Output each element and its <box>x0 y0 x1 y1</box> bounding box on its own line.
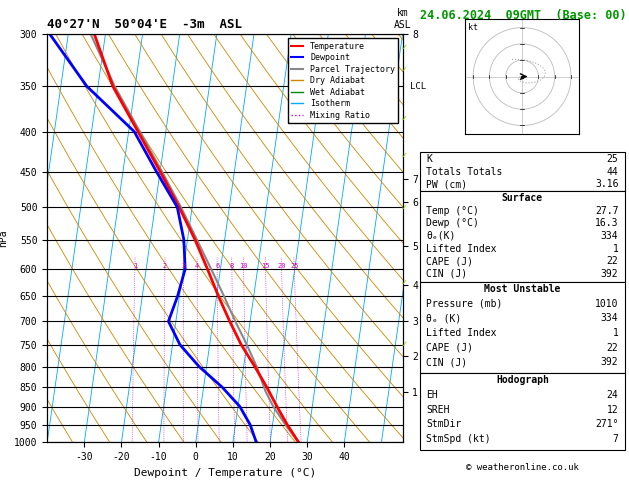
Text: 4: 4 <box>195 263 199 269</box>
Text: Mixing Ratio (g/kg): Mixing Ratio (g/kg) <box>523 187 532 289</box>
Text: EH: EH <box>426 390 438 400</box>
Text: 3: 3 <box>181 263 186 269</box>
Text: Lifted Index: Lifted Index <box>426 243 497 254</box>
Text: © weatheronline.co.uk: © weatheronline.co.uk <box>466 463 579 471</box>
Text: 40°27'N  50°04'E  -3m  ASL: 40°27'N 50°04'E -3m ASL <box>47 18 242 32</box>
Text: ✓: ✓ <box>401 340 408 349</box>
Text: Hodograph: Hodograph <box>496 375 549 385</box>
Text: 24: 24 <box>607 390 618 400</box>
Text: ✓: ✓ <box>401 203 408 212</box>
Text: CIN (J): CIN (J) <box>426 357 467 367</box>
Text: 2: 2 <box>163 263 167 269</box>
Text: 1: 1 <box>133 263 137 269</box>
Text: Most Unstable: Most Unstable <box>484 284 560 294</box>
Text: 16.3: 16.3 <box>595 218 618 228</box>
Text: Totals Totals: Totals Totals <box>426 167 503 177</box>
Text: kt: kt <box>469 23 479 32</box>
Text: ✓: ✓ <box>401 151 408 159</box>
Text: CAPE (J): CAPE (J) <box>426 343 473 353</box>
Text: CIN (J): CIN (J) <box>426 269 467 279</box>
Text: 15: 15 <box>261 263 270 269</box>
Bar <box>420 282 625 373</box>
Legend: Temperature, Dewpoint, Parcel Trajectory, Dry Adiabat, Wet Adiabat, Isotherm, Mi: Temperature, Dewpoint, Parcel Trajectory… <box>287 38 398 123</box>
Text: Dewp (°C): Dewp (°C) <box>426 218 479 228</box>
Text: K: K <box>426 155 432 164</box>
Text: Pressure (mb): Pressure (mb) <box>426 299 503 309</box>
Text: 8: 8 <box>230 263 234 269</box>
Text: 3.16: 3.16 <box>595 179 618 190</box>
Bar <box>420 191 625 282</box>
X-axis label: Dewpoint / Temperature (°C): Dewpoint / Temperature (°C) <box>134 468 316 478</box>
Text: Lifted Index: Lifted Index <box>426 328 497 338</box>
Text: 10: 10 <box>239 263 248 269</box>
Text: PW (cm): PW (cm) <box>426 179 467 190</box>
Text: 25: 25 <box>290 263 299 269</box>
Text: 20: 20 <box>277 263 286 269</box>
Text: 22: 22 <box>607 343 618 353</box>
Bar <box>420 152 625 191</box>
Text: 25: 25 <box>607 155 618 164</box>
Text: CAPE (J): CAPE (J) <box>426 256 473 266</box>
Text: 1: 1 <box>613 243 618 254</box>
Text: 44: 44 <box>607 167 618 177</box>
Text: 334: 334 <box>601 313 618 323</box>
Text: ✓: ✓ <box>401 278 408 287</box>
Text: 271°: 271° <box>595 419 618 430</box>
Text: 334: 334 <box>601 231 618 241</box>
Text: Temp (°C): Temp (°C) <box>426 206 479 216</box>
Text: 392: 392 <box>601 357 618 367</box>
Text: 392: 392 <box>601 269 618 279</box>
Text: θₑ (K): θₑ (K) <box>426 313 462 323</box>
Text: 6: 6 <box>215 263 220 269</box>
Y-axis label: hPa: hPa <box>0 229 8 247</box>
Text: StmSpd (kt): StmSpd (kt) <box>426 434 491 444</box>
Text: 1: 1 <box>613 328 618 338</box>
Text: 1010: 1010 <box>595 299 618 309</box>
Text: 27.7: 27.7 <box>595 206 618 216</box>
Text: ✓: ✓ <box>401 43 408 52</box>
Text: 22: 22 <box>607 256 618 266</box>
Text: StmDir: StmDir <box>426 419 462 430</box>
Text: 12: 12 <box>607 405 618 415</box>
Text: LCL: LCL <box>409 82 426 91</box>
Text: 7: 7 <box>613 434 618 444</box>
Bar <box>420 373 625 450</box>
Text: ✓: ✓ <box>401 114 408 123</box>
Text: SREH: SREH <box>426 405 450 415</box>
Text: Surface: Surface <box>502 193 543 203</box>
Text: km
ASL: km ASL <box>394 8 411 30</box>
Text: 24.06.2024  09GMT  (Base: 00): 24.06.2024 09GMT (Base: 00) <box>420 9 626 22</box>
Text: ✓: ✓ <box>401 65 408 74</box>
Text: θₑ(K): θₑ(K) <box>426 231 455 241</box>
